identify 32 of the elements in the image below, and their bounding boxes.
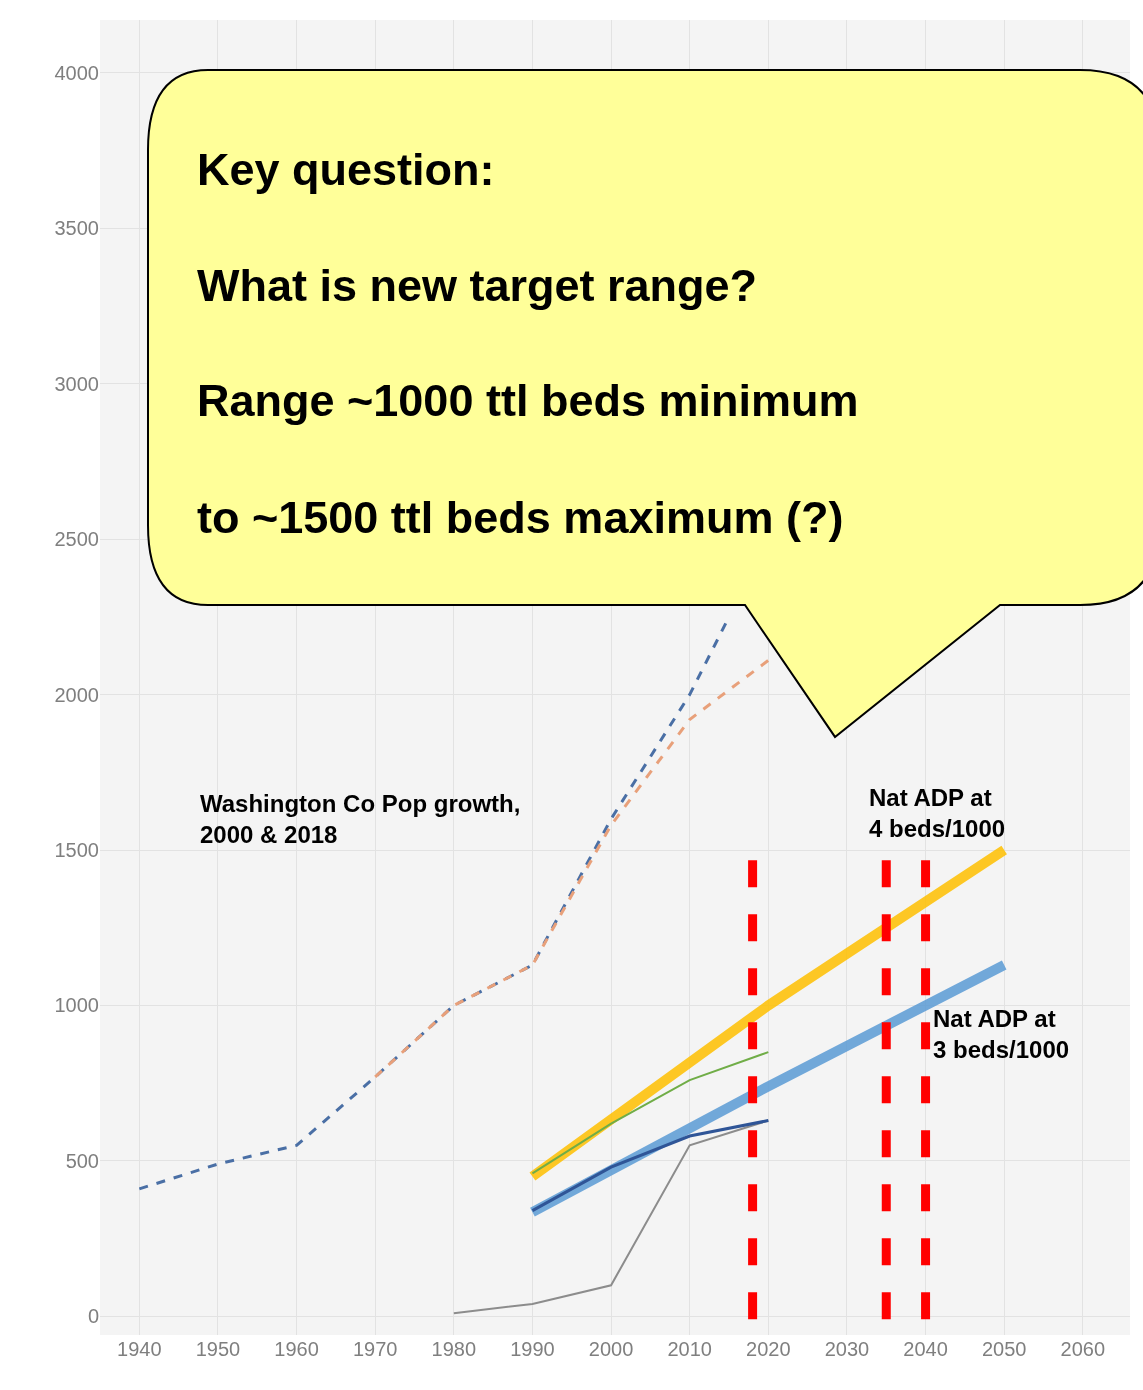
x-tick-label: 1960: [274, 1338, 319, 1360]
y-tick-label: 4000: [54, 61, 99, 84]
annotation: Nat ADP at 3 beds/1000: [933, 1005, 1070, 1064]
annotation: What is new target range?: [197, 260, 758, 311]
x-tick-label: 2030: [824, 1338, 870, 1360]
x-tick-label: 2050: [981, 1338, 1027, 1360]
line-series: [531, 1051, 770, 1175]
x-tick-label: 2060: [1060, 1338, 1106, 1360]
annotation: to ~1500 ttl beds maximum (?): [197, 492, 844, 543]
y-tick-label: 0: [87, 1305, 99, 1328]
annotation: Range ~1000 ttl beds minimum: [197, 375, 859, 426]
line-series: [373, 658, 770, 1079]
y-tick-label: 3000: [54, 372, 99, 395]
x-tick-label: 1950: [195, 1338, 241, 1360]
x-tick-label: 2040: [903, 1338, 948, 1360]
line-series: [530, 1119, 770, 1213]
x-tick-label: 1980: [431, 1338, 477, 1360]
y-tick-label: 500: [65, 1149, 99, 1172]
x-tick-label: 1990: [510, 1338, 555, 1360]
annotation: Key question:: [197, 144, 495, 195]
x-tick-label: 1940: [117, 1338, 162, 1360]
annotation: Washington Co Pop growth, 2000 & 2018: [200, 790, 521, 849]
x-tick-label: 2000: [588, 1338, 634, 1360]
x-tick-label: 1970: [352, 1338, 398, 1360]
y-tick-label: 1000: [54, 994, 99, 1017]
y-tick-label: 2500: [54, 528, 99, 551]
y-tick-label: 1500: [54, 839, 99, 862]
annotation: Nat ADP at 4 beds/1000: [869, 784, 1006, 843]
x-tick-label: 2020: [746, 1338, 791, 1360]
y-tick-label: 3500: [54, 217, 99, 240]
y-tick-label: 2000: [54, 683, 99, 706]
x-tick-label: 2010: [667, 1338, 712, 1360]
